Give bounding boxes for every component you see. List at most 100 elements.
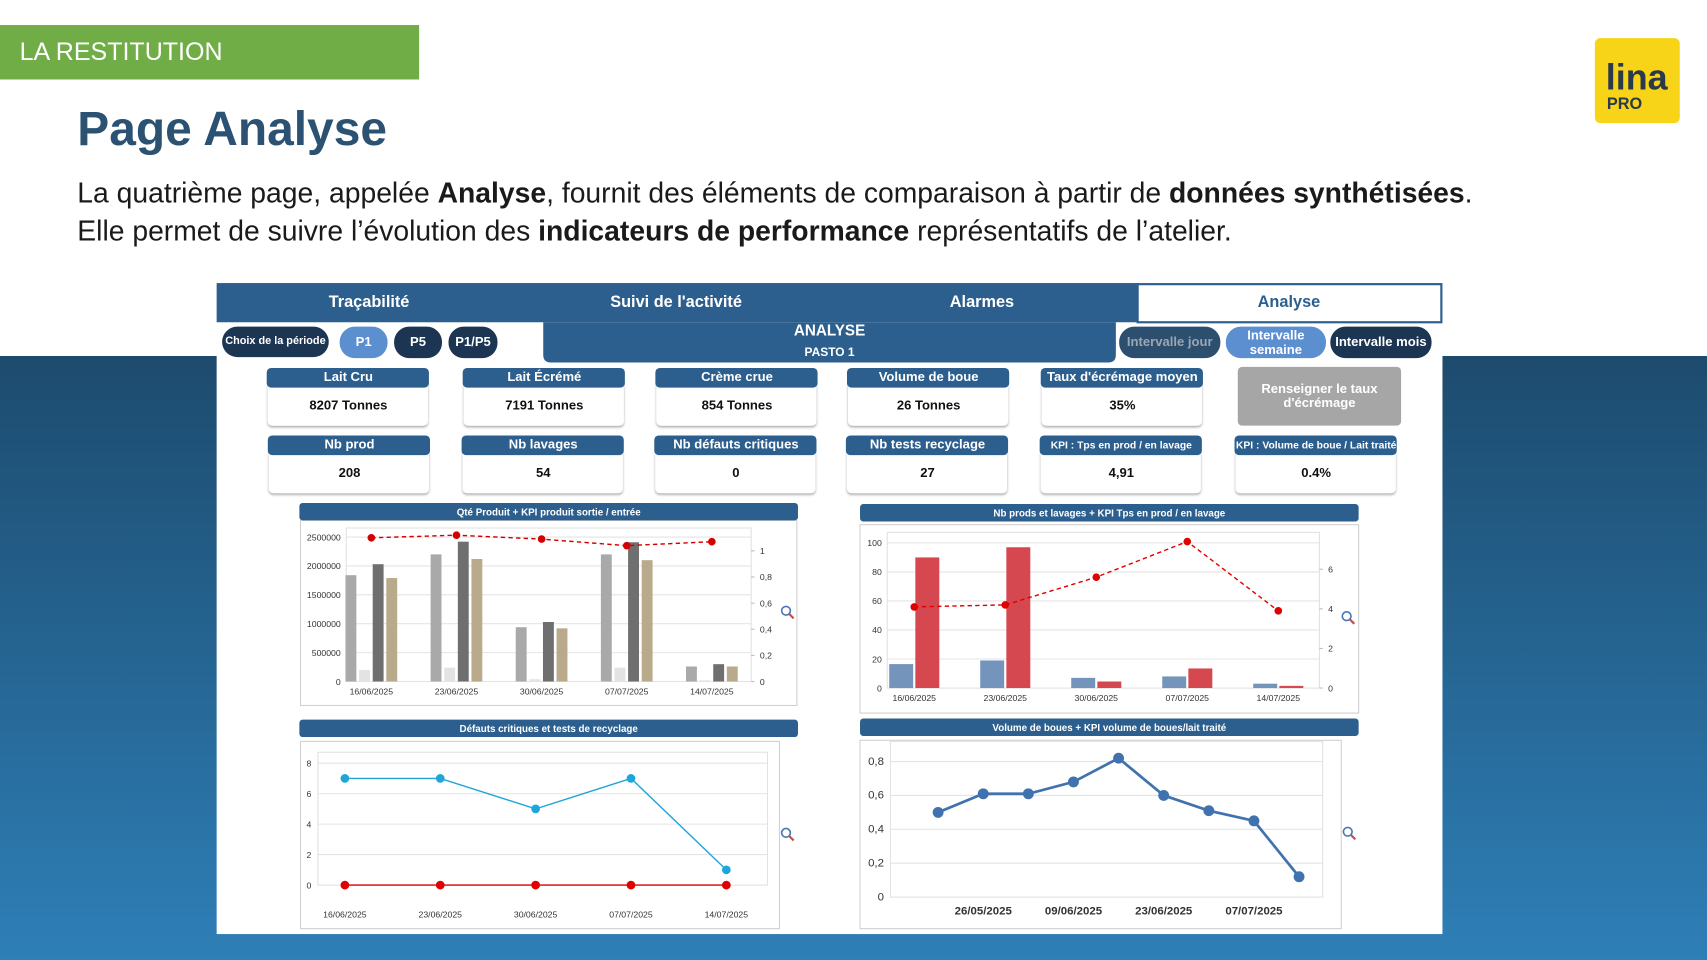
period-button[interactable] — [394, 326, 442, 359]
kpi-header — [1234, 435, 1397, 456]
y2-tick-label: 1 — [760, 546, 765, 556]
interval-button-label: Intervalle mois — [1335, 335, 1426, 349]
tab[interactable]: Analyse — [1258, 293, 1321, 311]
y-tick-label: 6 — [307, 789, 312, 799]
kpi-card — [267, 381, 428, 426]
tab-bar — [216, 283, 1138, 323]
bar — [641, 560, 653, 682]
bar — [1188, 668, 1213, 689]
y-tick-label: 500000 — [312, 648, 341, 658]
kpi-label: KPI : Volume de boue / Lait traité — [1236, 441, 1397, 452]
y-tick-label: 0,8 — [868, 756, 884, 768]
point — [622, 541, 631, 550]
point — [626, 880, 636, 890]
zoom-icon-handle[interactable] — [1350, 834, 1357, 841]
period-button-text: P5 — [410, 334, 427, 350]
bold-text: indicateurs de performance — [538, 215, 909, 247]
period-button[interactable] — [339, 326, 388, 359]
kpi-card — [1041, 381, 1202, 426]
y2-tick-label: 2 — [1328, 644, 1333, 654]
interval-button-text: Intervalle jour — [1126, 334, 1213, 350]
kpi-value: 27 — [920, 465, 935, 480]
kpi-header — [1039, 435, 1202, 456]
section-banner — [0, 25, 420, 80]
point — [708, 537, 716, 546]
tab[interactable]: Traçabilité — [329, 293, 410, 311]
y-tick-label: 0,4 — [868, 824, 885, 836]
bar — [614, 667, 626, 682]
action-button[interactable] — [1237, 366, 1402, 426]
period-button[interactable] — [448, 326, 498, 359]
interval-button[interactable] — [1330, 326, 1432, 359]
y2-tick-label: 0,6 — [760, 598, 772, 608]
point — [1068, 776, 1079, 788]
page-title: Page Analyse — [77, 103, 387, 156]
zoom-icon-handle[interactable] — [788, 835, 795, 842]
x-tick-label: 23/06/2025 — [419, 910, 463, 920]
y-tick-label: 20 — [872, 654, 882, 664]
point — [932, 806, 944, 818]
kpi-label: Crème crue — [701, 369, 773, 384]
kpi-value: 0 — [732, 465, 739, 480]
bar — [359, 669, 370, 682]
text: . — [1465, 177, 1473, 209]
y-tick-label: 0,2 — [868, 857, 884, 869]
x-tick-label: 26/05/2025 — [955, 905, 1013, 917]
point — [1248, 815, 1260, 827]
zoom-icon[interactable] — [1341, 611, 1352, 622]
y-tick-label: 1000000 — [307, 619, 341, 629]
subheading: PASTO 1 — [804, 345, 854, 359]
bar — [1071, 677, 1096, 689]
zoom-icon-handle[interactable] — [788, 613, 795, 620]
zoom-icon[interactable] — [780, 827, 792, 839]
tab[interactable]: Suivi de l'activité — [610, 293, 742, 311]
heading: ANALYSE — [794, 322, 865, 339]
kpi-label: Nb prod — [324, 437, 374, 452]
bar — [1253, 683, 1278, 689]
y-tick-label: 0 — [336, 677, 341, 687]
kpi-value: 854 Tonnes — [702, 397, 773, 412]
logo-sub: PRO — [1607, 95, 1642, 113]
heading-panel — [543, 322, 1116, 363]
x-tick-label: 23/06/2025 — [1135, 905, 1193, 917]
point — [1203, 805, 1215, 817]
x-tick-label: 07/07/2025 — [605, 687, 649, 697]
point — [435, 774, 445, 783]
point — [367, 533, 376, 542]
y2-tick-label: 0 — [1328, 683, 1333, 693]
interval-button[interactable] — [1225, 326, 1326, 359]
bar — [444, 667, 456, 682]
kpi-header — [654, 435, 817, 456]
point — [340, 774, 350, 783]
period-button-text: P1 — [355, 334, 372, 350]
interval-button[interactable] — [1119, 326, 1221, 359]
kpi-header — [846, 367, 1010, 388]
section-label: LA RESTITUTION — [20, 38, 223, 66]
y-tick-label: 4 — [307, 819, 312, 829]
chart-header — [860, 718, 1359, 736]
point — [537, 535, 546, 543]
bar — [386, 578, 398, 682]
zoom-icon[interactable] — [1342, 826, 1353, 837]
zoom-icon-handle[interactable] — [1349, 618, 1356, 625]
y2-tick-label: 0,2 — [760, 651, 772, 661]
point — [626, 774, 636, 783]
bar — [699, 680, 711, 682]
kpi-value: 208 — [339, 465, 361, 480]
x-tick-label: 16/06/2025 — [350, 687, 394, 697]
kpi-value: 35% — [1109, 397, 1136, 412]
tab[interactable]: Alarmes — [950, 293, 1014, 311]
y-tick-label: 0 — [307, 880, 312, 890]
y-tick-label: 100 — [867, 538, 882, 548]
bar — [556, 628, 568, 682]
kpi-value: 26 Tonnes — [897, 397, 961, 412]
period-label-label: Choix de la période — [225, 335, 325, 346]
point — [435, 880, 445, 890]
logo-text: lina — [1606, 56, 1669, 97]
point — [721, 865, 731, 875]
zoom-icon[interactable] — [780, 605, 792, 616]
point — [531, 880, 540, 890]
paragraph-line: Elle permet de suivre l’évolution des in… — [77, 215, 1231, 247]
tab-active[interactable] — [1136, 283, 1443, 324]
x-tick-label: 30/06/2025 — [520, 687, 564, 697]
